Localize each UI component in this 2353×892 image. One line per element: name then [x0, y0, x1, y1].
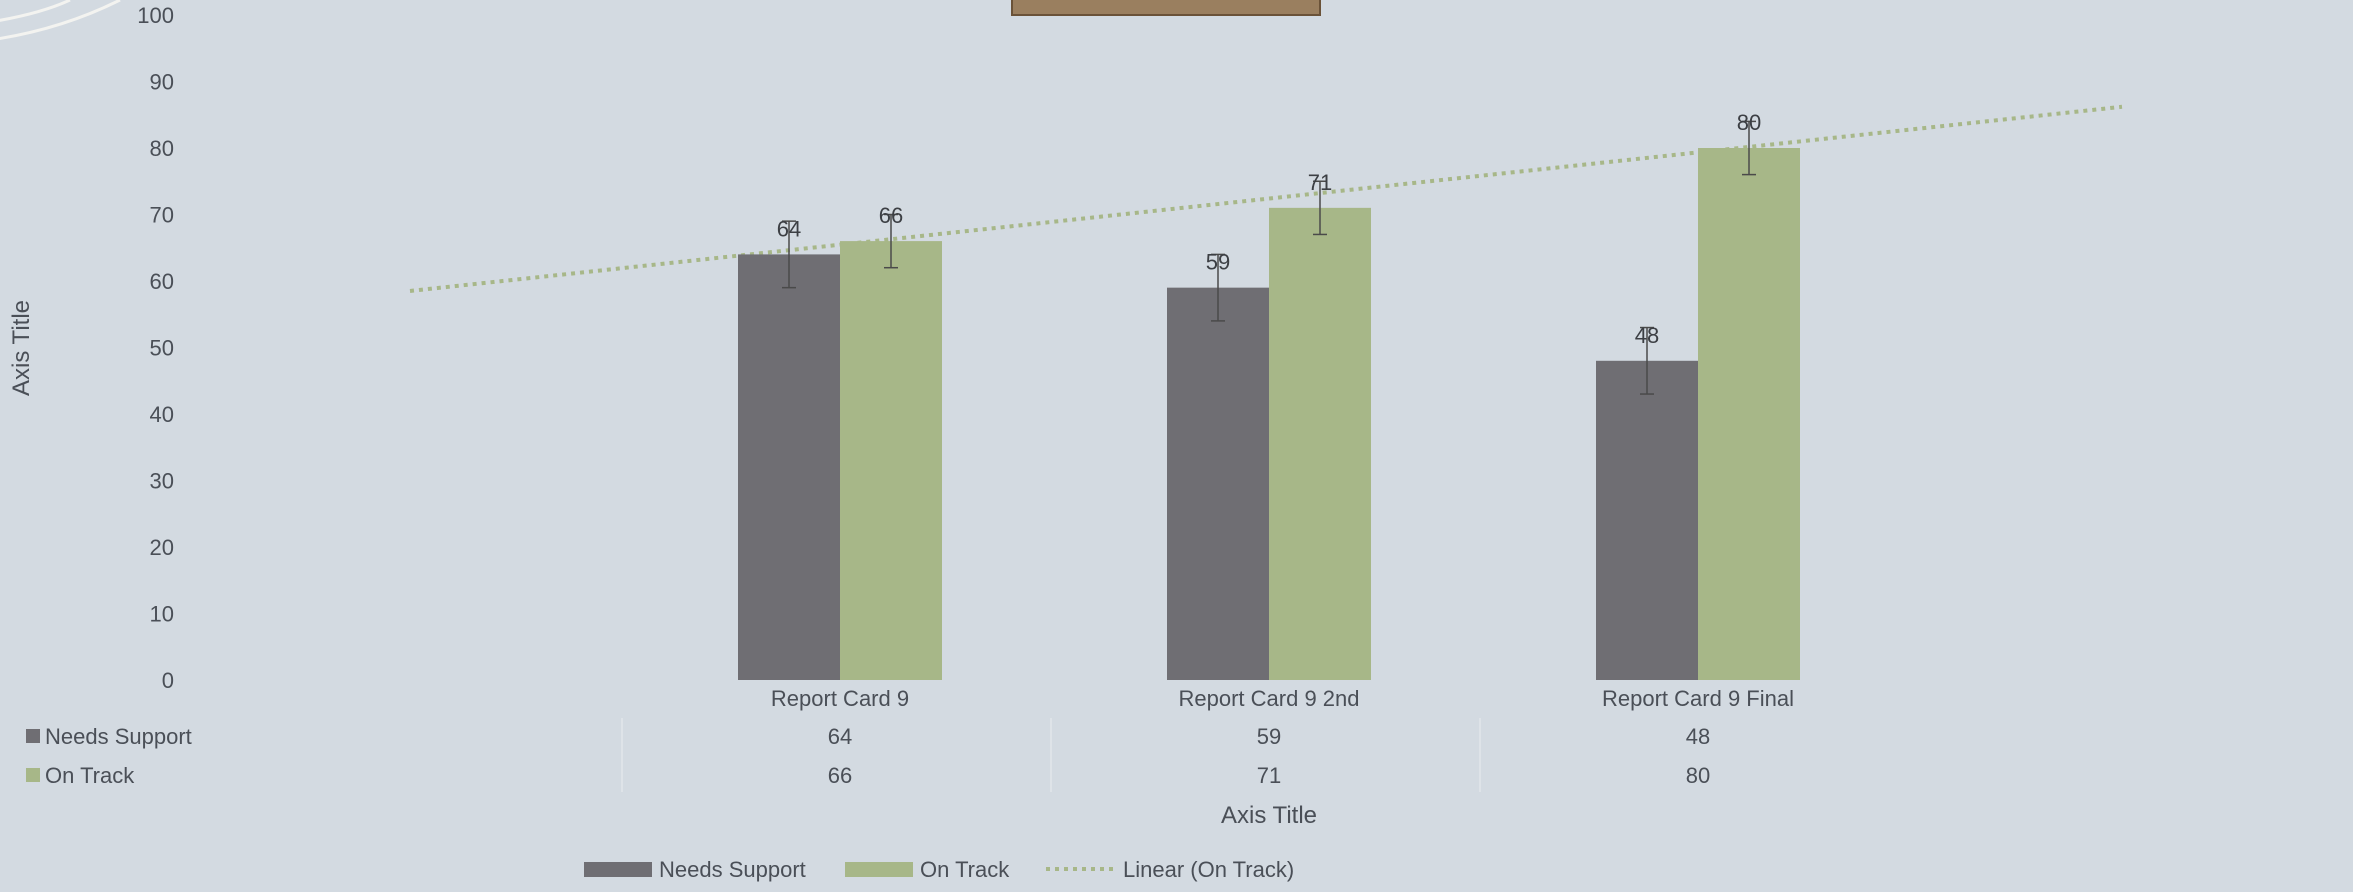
table-legend-key [26, 768, 40, 782]
bar-needs-support [1596, 360, 1698, 680]
x-tick-label: Report Card 9 2nd [1179, 686, 1360, 711]
table-cell: 59 [1257, 724, 1281, 749]
y-tick-label: 40 [150, 402, 174, 427]
trendline-on-track [409, 104, 2123, 293]
bar-on-track [1269, 207, 1371, 680]
legend-key-on-track [845, 862, 913, 877]
y-tick-label: 10 [150, 602, 174, 627]
table-cell: 48 [1686, 724, 1710, 749]
table-legend-key [26, 729, 40, 743]
legend-label: Linear (On Track) [1123, 857, 1294, 882]
legend-key-needs-support [584, 862, 652, 877]
data-label: 66 [879, 203, 903, 228]
y-tick-label: 60 [150, 269, 174, 294]
y-tick-label: 90 [150, 70, 174, 95]
y-axis-title: Axis Title [8, 300, 35, 396]
y-tick-label: 70 [150, 203, 174, 228]
data-label: 71 [1308, 170, 1332, 195]
chart-title-box [1011, 0, 1321, 16]
bar-needs-support [738, 254, 840, 680]
x-tick-label: Report Card 9 [771, 686, 909, 711]
bar-on-track [840, 241, 942, 680]
y-tick-label: 50 [150, 336, 174, 361]
y-tick-label: 0 [162, 668, 174, 693]
x-axis-title: Axis Title [1221, 802, 1317, 829]
legend: Needs Support On Track Linear (On Track) [584, 857, 1294, 882]
legend-label: On Track [920, 857, 1010, 882]
table-cell: 64 [828, 724, 852, 749]
decorative-arc [0, 0, 121, 40]
table-cell: 80 [1686, 763, 1710, 788]
x-tick-label: Report Card 9 Final [1602, 686, 1794, 711]
y-tick-label: 80 [150, 136, 174, 161]
legend-label: Needs Support [659, 857, 806, 882]
data-label: 48 [1635, 323, 1659, 348]
table-row-label: On Track [45, 763, 135, 788]
bar-on-track [1698, 148, 1800, 680]
data-label: 64 [777, 216, 801, 241]
table-cell: 71 [1257, 763, 1281, 788]
decorative-arc [0, 0, 71, 22]
y-tick-label: 20 [150, 535, 174, 560]
data-label: 80 [1737, 110, 1761, 135]
y-tick-label: 30 [150, 469, 174, 494]
table-row-label: Needs Support [45, 724, 192, 749]
data-label: 59 [1206, 250, 1230, 275]
table-cell: 66 [828, 763, 852, 788]
y-tick-label: 100 [137, 3, 174, 28]
bar-needs-support [1167, 287, 1269, 680]
